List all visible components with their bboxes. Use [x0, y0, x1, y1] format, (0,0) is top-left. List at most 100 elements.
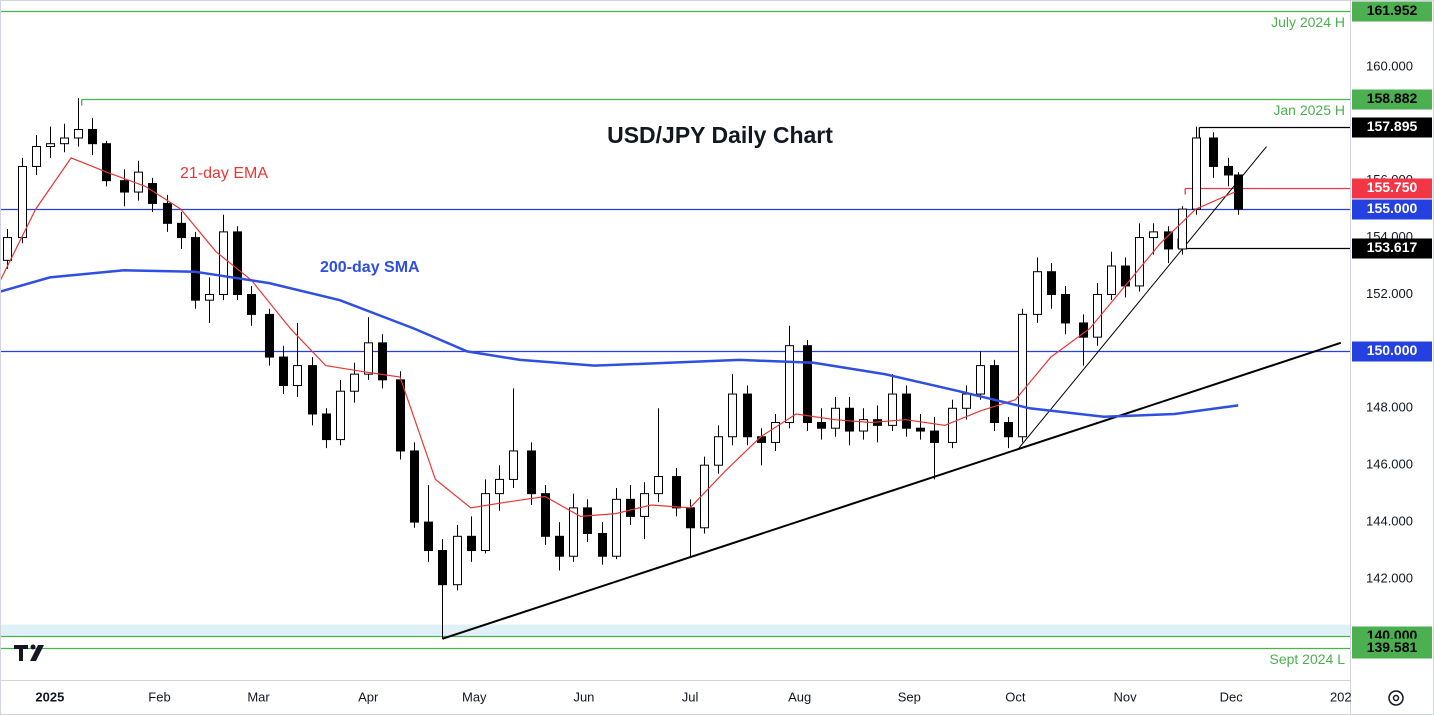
candle-body — [1093, 293, 1102, 338]
candle-body — [1135, 237, 1144, 287]
candle-body — [728, 393, 737, 438]
candle-body — [74, 128, 83, 139]
candle-body — [888, 393, 897, 426]
price-label: 161.952 — [1367, 2, 1418, 18]
candle-body — [453, 535, 462, 586]
candle-body — [845, 407, 854, 432]
price-label: 150.000 — [1367, 342, 1418, 358]
candle-body — [771, 422, 780, 443]
candle-body — [509, 450, 518, 480]
candle-body — [1018, 313, 1027, 438]
candle-body — [527, 450, 536, 495]
candle-body — [424, 521, 433, 552]
x-tick-label: 202 — [1330, 689, 1352, 704]
candle-body — [1164, 231, 1173, 250]
candle-body — [467, 535, 476, 552]
candle-body — [930, 430, 939, 443]
y-tick-label: 144.000 — [1366, 514, 1413, 529]
candle-body — [481, 493, 490, 552]
candle-body — [831, 407, 840, 429]
candle-body — [265, 313, 274, 358]
candle-body — [336, 390, 345, 441]
candle-body — [916, 427, 925, 432]
price-label: 153.617 — [1367, 239, 1418, 255]
x-tick-label: 2025 — [35, 689, 64, 704]
trendline — [442, 341, 1342, 640]
candle-body — [976, 365, 985, 395]
candle-body — [626, 498, 635, 517]
y-tick-label: 142.000 — [1366, 570, 1413, 585]
candle-body — [902, 393, 911, 429]
candle-body — [279, 356, 288, 387]
chart-title: USD/JPY Daily Chart — [607, 122, 833, 148]
x-tick-label: May — [462, 689, 487, 704]
candle-body — [1178, 208, 1187, 250]
candle-body — [1209, 137, 1218, 167]
candle-body — [714, 436, 723, 466]
price-label: 155.750 — [1367, 179, 1418, 195]
price-label-box — [1352, 341, 1432, 362]
candle-body — [1224, 165, 1233, 176]
candle-body — [410, 450, 419, 523]
price-label-box — [1352, 1, 1432, 22]
x-tick-label: Apr — [358, 689, 379, 704]
candle-body — [3, 237, 12, 261]
candle-body — [247, 293, 256, 315]
x-tick-label: Jun — [573, 689, 594, 704]
candle-body — [1192, 137, 1201, 210]
y-tick-label: 160.000 — [1366, 58, 1413, 73]
x-tick-label: Jul — [682, 689, 699, 704]
candle-body — [569, 507, 578, 557]
price-label-box — [1352, 89, 1432, 110]
candle-body — [859, 419, 868, 432]
candle-body — [322, 413, 331, 441]
candle-body — [640, 493, 649, 517]
candle-body — [177, 222, 186, 239]
x-tick-label: Dec — [1220, 689, 1244, 704]
x-tick-label: Oct — [1005, 689, 1026, 704]
candle-body — [60, 137, 69, 145]
candle-body — [990, 365, 999, 424]
candle-body — [541, 493, 550, 537]
price-label-box — [1352, 199, 1432, 220]
candle-body — [1047, 271, 1056, 295]
candle-body — [378, 342, 387, 381]
candle-body — [1107, 265, 1116, 295]
candle-body — [396, 379, 405, 452]
x-tick-label: Aug — [788, 689, 811, 704]
candle-body — [962, 393, 971, 409]
price-label: 158.882 — [1367, 90, 1418, 106]
candle-body — [672, 476, 681, 509]
level-note: Sept 2024 L — [1269, 651, 1345, 667]
candle-body — [612, 498, 621, 557]
candle-body — [18, 165, 27, 239]
candle-body — [233, 231, 242, 295]
candle-body — [134, 171, 143, 193]
candle-body — [163, 202, 172, 224]
moving-average — [0, 269, 1239, 419]
candle-body — [350, 373, 359, 392]
tradingview-logo — [14, 644, 44, 661]
candle-body — [219, 231, 228, 295]
price-label: 157.895 — [1367, 118, 1418, 134]
level-note: July 2024 H — [1271, 14, 1345, 30]
candle-body — [293, 365, 302, 387]
candle-body — [686, 507, 695, 529]
settings-icon[interactable] — [1388, 690, 1404, 706]
price-label: 139.581 — [1367, 639, 1418, 655]
series-label: 21-day EMA — [180, 165, 268, 182]
plot-area — [0, 10, 1350, 650]
candle-body — [817, 422, 826, 429]
candle-body — [555, 535, 564, 557]
price-label-box — [1352, 117, 1432, 138]
candle-body — [88, 128, 97, 145]
candle-body — [438, 550, 447, 586]
candle-body — [948, 407, 957, 443]
level-note: Jan 2025 H — [1273, 102, 1345, 118]
support-zone — [0, 624, 1350, 636]
price-label-box — [1352, 638, 1432, 659]
x-tick-label: Sep — [898, 689, 921, 704]
candle-body — [46, 143, 55, 148]
